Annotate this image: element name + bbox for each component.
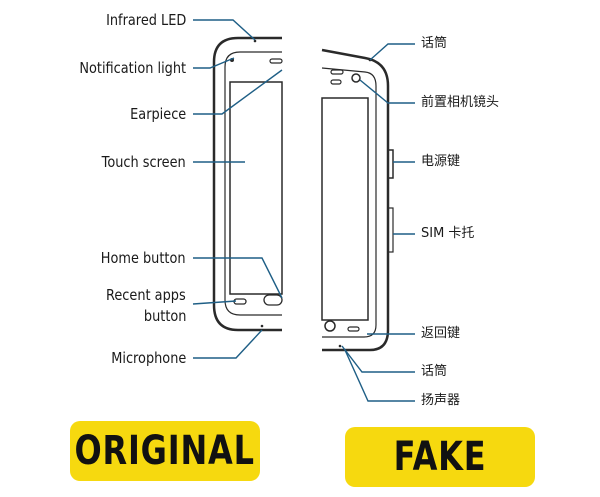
label-infrared-led: Infrared LED	[105, 11, 186, 29]
label-fake-back-key: 返回键	[421, 326, 461, 341]
label-microphone: Microphone	[110, 349, 186, 367]
label-fake-mic-top: 话筒	[421, 36, 448, 51]
fake-leader-lines	[341, 43, 415, 402]
label-fake-speaker: 扬声器	[421, 393, 461, 408]
label-earpiece: Earpiece	[129, 105, 186, 123]
original-leader-lines	[192, 19, 283, 359]
label-fake-mic-bottom: 话筒	[421, 364, 448, 379]
label-recent-apps-button: button	[143, 307, 186, 325]
original-phone	[212, 36, 283, 332]
fake-phone	[321, 48, 394, 352]
label-touch-screen: Touch screen	[101, 153, 186, 171]
label-recent-apps: Recent apps	[106, 286, 186, 304]
fake-badge-text: FAKE	[393, 434, 487, 480]
label-fake-power-key: 电源键	[421, 154, 461, 169]
label-notification-light: Notification light	[79, 59, 186, 77]
label-home-button: Home button	[101, 249, 186, 267]
label-fake-front-camera: 前置相机镜头	[421, 95, 500, 110]
label-fake-sim-tray: SIM 卡托	[421, 226, 475, 241]
original-badge-text: ORIGINAL	[74, 428, 256, 474]
fake-badge: FAKE	[345, 427, 535, 487]
original-badge: ORIGINAL	[70, 421, 260, 481]
